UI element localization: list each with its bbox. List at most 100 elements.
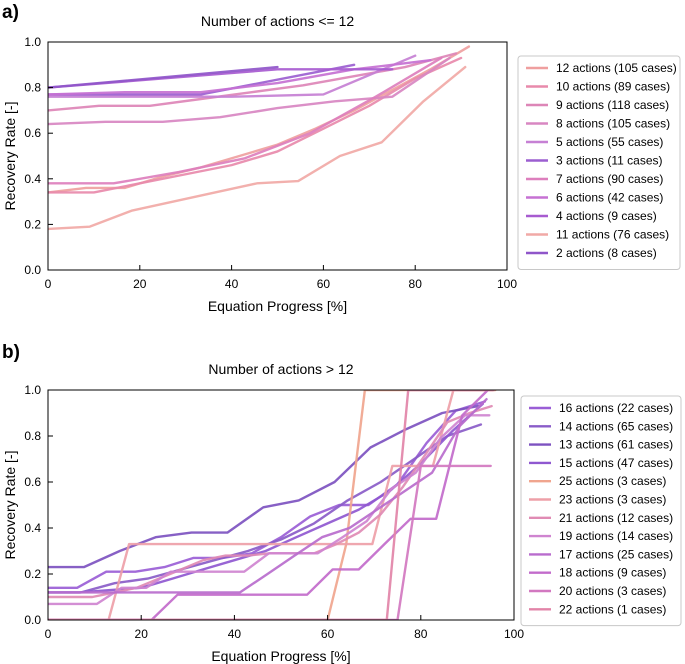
legend-item: 8 actions (105 cases) bbox=[526, 117, 670, 131]
legend-label: 19 actions (14 cases) bbox=[559, 529, 673, 543]
y-tick-label: 0.2 bbox=[24, 567, 41, 581]
x-tick-label: 100 bbox=[497, 277, 517, 291]
chart-panel-a: a) Number of actions <= 12 0 20 40 60 80 100 0.0… bbox=[2, 2, 681, 314]
series-line bbox=[48, 400, 487, 589]
x-tick-label: 60 bbox=[317, 277, 331, 291]
legend-item: 17 actions (25 cases) bbox=[529, 547, 673, 561]
x-tick-label: 0 bbox=[45, 627, 52, 641]
legend-item: 6 actions (42 cases) bbox=[526, 191, 663, 205]
legend-label: 13 actions (61 cases) bbox=[559, 438, 673, 452]
legend-item: 7 actions (90 cases) bbox=[526, 172, 663, 186]
legend-label: 3 actions (11 cases) bbox=[556, 154, 663, 168]
legend-item: 12 actions (105 cases) bbox=[526, 61, 677, 75]
x-tick-label: 20 bbox=[133, 277, 147, 291]
plot-frame bbox=[47, 41, 508, 271]
x-tick-label: 100 bbox=[504, 627, 524, 641]
y-axis-label: Recovery Rate [-] bbox=[2, 451, 18, 560]
legend-label: 20 actions (3 cases) bbox=[559, 584, 666, 598]
legend-item: 20 actions (3 cases) bbox=[529, 584, 666, 598]
series-line bbox=[48, 402, 484, 594]
legend-label: 9 actions (118 cases) bbox=[556, 98, 669, 112]
y-tick-label: 1.0 bbox=[24, 35, 41, 49]
series-line bbox=[48, 56, 463, 194]
legend-item: 4 actions (9 cases) bbox=[526, 209, 657, 223]
y-tick-label: 0.4 bbox=[24, 172, 41, 186]
legend-item: 25 actions (3 cases) bbox=[529, 474, 666, 488]
legend-item: 3 actions (11 cases) bbox=[526, 154, 663, 168]
legend-label: 22 actions (1 cases) bbox=[559, 602, 666, 616]
x-tick-label: 40 bbox=[225, 277, 239, 291]
legend-box bbox=[517, 55, 681, 270]
y-tick-label: 0.2 bbox=[24, 217, 41, 231]
legend-item: 18 actions (9 cases) bbox=[529, 566, 666, 580]
legend-item: 9 actions (118 cases) bbox=[526, 98, 669, 112]
legend-item: 14 actions (65 cases) bbox=[529, 419, 673, 433]
legend-label: 7 actions (90 cases) bbox=[556, 172, 663, 186]
legend-item: 5 actions (55 cases) bbox=[526, 135, 663, 149]
chart-title: Number of actions <= 12 bbox=[201, 13, 355, 29]
series-line bbox=[48, 56, 443, 185]
legend-label: 6 actions (42 cases) bbox=[556, 191, 663, 205]
legend-label: 21 actions (12 cases) bbox=[559, 511, 673, 525]
series-line bbox=[48, 56, 451, 126]
legend-item: 11 actions (76 cases) bbox=[526, 228, 669, 242]
legend-item: 22 actions (1 cases) bbox=[529, 602, 666, 616]
series-line bbox=[48, 404, 480, 569]
legend-item: 19 actions (14 cases) bbox=[529, 529, 673, 543]
legend-box bbox=[520, 395, 682, 627]
chart-panel-b: b) Number of actions > 12 0 20 40 60 80 100 0.0 0… bbox=[2, 342, 682, 664]
legend-label: 5 actions (55 cases) bbox=[556, 135, 663, 149]
y-tick-label: 0.6 bbox=[24, 475, 41, 489]
legend-label: 8 actions (105 cases) bbox=[556, 117, 670, 131]
legend-label: 25 actions (3 cases) bbox=[559, 474, 666, 488]
y-tick-label: 0.0 bbox=[24, 613, 41, 627]
legend: 12 actions (105 cases) 10 actions (89 cas… bbox=[517, 55, 681, 270]
y-tick-label: 0.8 bbox=[24, 429, 41, 443]
legend-label: 14 actions (65 cases) bbox=[559, 419, 673, 433]
y-tick-label: 0.8 bbox=[24, 81, 41, 95]
legend-label: 11 actions (76 cases) bbox=[556, 228, 669, 242]
series-group bbox=[48, 390, 497, 620]
legend-label: 4 actions (9 cases) bbox=[556, 209, 657, 223]
legend-item: 23 actions (3 cases) bbox=[529, 493, 666, 507]
y-tick-label: 0.6 bbox=[24, 126, 41, 140]
legend-label: 2 actions (8 cases) bbox=[556, 246, 657, 260]
y-tick-label: 1.0 bbox=[24, 383, 41, 397]
chart-title: Number of actions > 12 bbox=[208, 361, 353, 377]
y-axis-label: Recovery Rate [-] bbox=[2, 102, 18, 211]
panel-label: a) bbox=[2, 2, 19, 23]
legend-label: 15 actions (47 cases) bbox=[559, 456, 673, 470]
x-tick-label: 80 bbox=[414, 627, 428, 641]
x-tick-label: 20 bbox=[135, 627, 149, 641]
series-line bbox=[48, 464, 492, 620]
legend: 16 actions (22 cases) 14 actions (65 case… bbox=[520, 395, 682, 627]
y-tick-label: 0.4 bbox=[24, 521, 41, 535]
series-line bbox=[48, 414, 491, 606]
panel-label: b) bbox=[2, 342, 20, 363]
legend-item: 21 actions (12 cases) bbox=[529, 511, 673, 525]
legend-label: 10 actions (89 cases) bbox=[556, 80, 670, 94]
legend-item: 13 actions (61 cases) bbox=[529, 438, 673, 452]
x-tick-label: 80 bbox=[409, 277, 423, 291]
series-line bbox=[48, 404, 493, 599]
x-tick-label: 40 bbox=[228, 627, 242, 641]
series-line bbox=[48, 65, 279, 89]
series-line bbox=[48, 65, 467, 231]
series-group bbox=[48, 45, 471, 231]
legend-label: 16 actions (22 cases) bbox=[559, 401, 673, 415]
x-tick-label: 0 bbox=[45, 277, 52, 291]
series-line bbox=[48, 63, 356, 96]
legend-item: 10 actions (89 cases) bbox=[526, 80, 670, 94]
series-line bbox=[48, 54, 417, 98]
legend-item: 2 actions (8 cases) bbox=[526, 246, 657, 260]
legend-label: 17 actions (25 cases) bbox=[559, 547, 673, 561]
plot-frame bbox=[47, 389, 515, 621]
legend-item: 16 actions (22 cases) bbox=[529, 401, 673, 415]
series-line bbox=[48, 59, 432, 96]
x-axis-label: Equation Progress [%] bbox=[208, 298, 347, 314]
x-tick-label: 60 bbox=[321, 627, 335, 641]
legend-label: 23 actions (3 cases) bbox=[559, 493, 666, 507]
series-line bbox=[48, 398, 488, 594]
x-axis-label: Equation Progress [%] bbox=[211, 648, 350, 664]
